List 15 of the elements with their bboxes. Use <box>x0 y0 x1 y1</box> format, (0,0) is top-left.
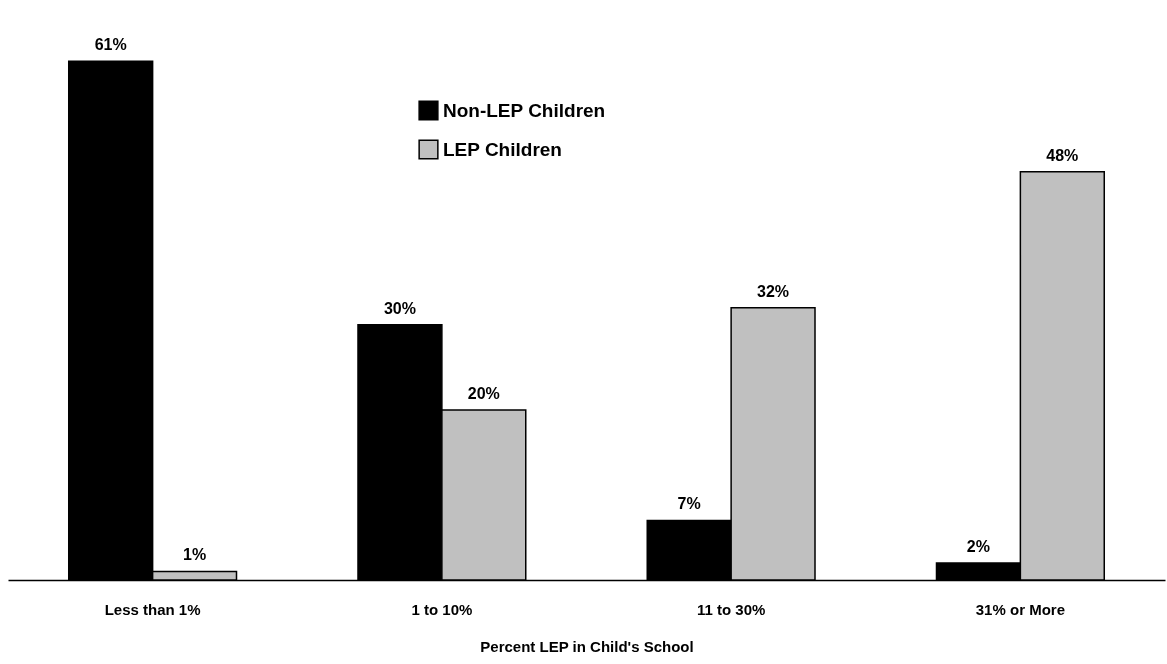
data-label: 61% <box>94 36 127 54</box>
data-label: 1% <box>183 546 207 564</box>
x-tick-label: 1 to 10% <box>411 600 473 618</box>
data-label: 7% <box>677 495 701 513</box>
x-axis-title: Percent LEP in Child's School <box>480 637 694 655</box>
data-label: 48% <box>1046 146 1079 164</box>
legend-label: LEP Children <box>443 138 562 160</box>
data-label: 2% <box>966 537 990 555</box>
data-label: 30% <box>383 299 416 317</box>
data-label: 20% <box>467 384 500 402</box>
x-tick-label: 11 to 30% <box>696 600 766 618</box>
legend-label: Non-LEP Children <box>443 99 606 121</box>
x-tick-label: Less than 1% <box>104 600 201 618</box>
x-tick-label: 31% or More <box>975 600 1065 618</box>
data-label: 32% <box>757 282 790 300</box>
